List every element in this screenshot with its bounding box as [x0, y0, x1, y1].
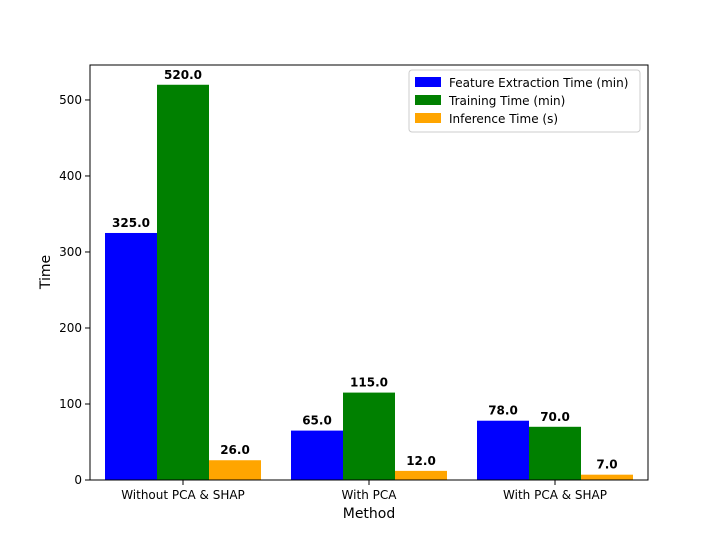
x-axis-title: Method [343, 506, 396, 522]
legend-swatch [415, 113, 441, 123]
bar-value-label: 70.0 [540, 410, 570, 424]
y-tick-label: 200 [59, 321, 82, 335]
y-tick-label: 400 [59, 169, 82, 183]
bar-1-3 [477, 420, 529, 480]
bar-value-label: 325.0 [112, 216, 150, 230]
legend-label: Inference Time (s) [449, 112, 558, 126]
x-tick-label: With PCA & SHAP [503, 488, 607, 502]
bar-3-3 [581, 474, 633, 480]
legend-swatch [415, 77, 441, 87]
bar-2-3 [529, 426, 581, 480]
bar-value-label: 12.0 [406, 454, 436, 468]
bar-value-label: 78.0 [488, 404, 518, 418]
x-tick-label: Without PCA & SHAP [121, 488, 245, 502]
x-tick-label: With PCA [342, 488, 398, 502]
y-tick-label: 100 [59, 397, 82, 411]
bar-3-2 [395, 470, 447, 480]
legend-label: Training Time (min) [448, 94, 565, 108]
bar-value-label: 65.0 [302, 414, 332, 428]
bar-labels-layer: 325.0 65.0 78.0 520.0 115.0 70.0 26.0 12.0 7.0 [112, 68, 618, 472]
y-tick-label: 300 [59, 245, 82, 259]
bar-value-label: 7.0 [596, 458, 617, 472]
bar-1-1 [105, 232, 157, 480]
bar-2-1 [157, 84, 209, 480]
legend-box [408, 69, 641, 133]
y-axis: 0 100 200 300 400 500 [59, 93, 90, 487]
legend-label: Feature Extraction Time (min) [449, 76, 628, 90]
y-tick-label: 0 [74, 473, 82, 487]
bar-1-2 [291, 430, 343, 480]
bar-value-label: 115.0 [350, 376, 388, 390]
legend: Feature Extraction Time (min) Training Ti… [408, 69, 641, 133]
x-axis: Without PCA & SHAP With PCA With PCA & SHA… [121, 480, 607, 502]
bar-value-label: 26.0 [220, 443, 250, 457]
bar-value-label: 520.0 [164, 68, 202, 82]
legend-swatch [415, 95, 441, 105]
bar-2-2 [343, 392, 395, 480]
y-tick-label: 500 [59, 93, 82, 107]
bars-layer [105, 84, 633, 480]
bar-3-1 [209, 460, 261, 480]
y-axis-title: Time [38, 255, 54, 290]
